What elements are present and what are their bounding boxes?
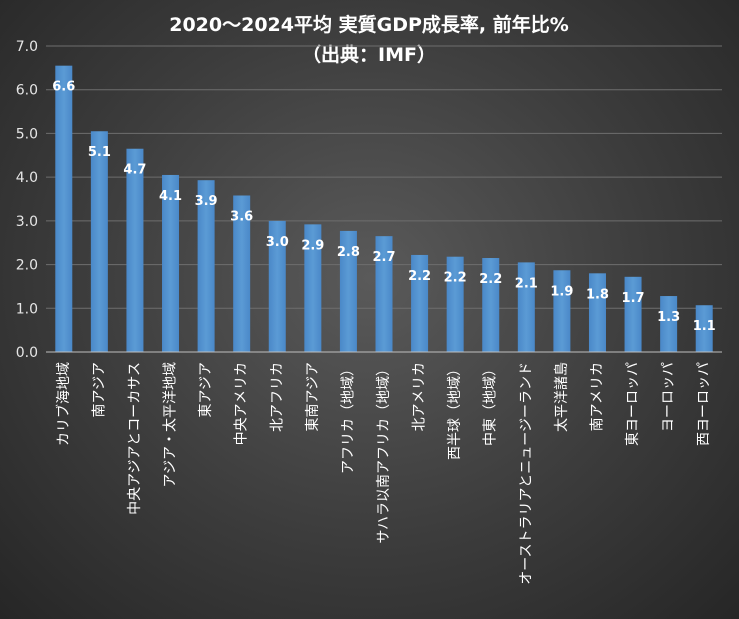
data-label: 3.9 <box>195 194 218 209</box>
x-tick-label: カリブ海地域 <box>55 362 72 446</box>
data-label: 2.9 <box>301 238 324 253</box>
bar <box>126 148 144 352</box>
bar <box>268 220 286 352</box>
x-tick-label: オーストラリアとニュージーランド <box>518 362 534 585</box>
y-tick-label: 6.0 <box>16 83 38 99</box>
x-tick-label: 東ヨーロッパ <box>625 362 641 446</box>
data-label: 6.6 <box>52 80 75 95</box>
bars <box>55 65 713 353</box>
bar <box>55 65 73 353</box>
y-tick-label: 2.0 <box>16 258 38 274</box>
x-tick-label: サハラ以南アフリカ（地域） <box>376 362 392 543</box>
bar <box>197 180 215 352</box>
data-label: 1.1 <box>693 319 716 334</box>
x-tick-label: 東南アジア <box>305 362 321 431</box>
data-label: 1.7 <box>622 291 645 306</box>
data-label: 4.1 <box>159 189 182 204</box>
y-tick-label: 4.0 <box>16 170 38 186</box>
data-label: 2.1 <box>515 276 538 291</box>
x-tick-label: 北アメリカ <box>412 362 428 431</box>
x-tick-label: 東アジア <box>198 362 214 417</box>
bar <box>624 276 642 352</box>
x-tick-label: 中央アジアとコーカサス <box>127 362 143 515</box>
data-label: 4.7 <box>123 163 146 178</box>
bar <box>446 256 464 352</box>
x-tick-label: 西ヨーロッパ <box>696 362 712 446</box>
bar <box>162 174 180 352</box>
chart-title: 2020～2024平均 実質GDP成長率, 前年比% <box>169 13 569 36</box>
bar <box>233 195 251 352</box>
y-tick-label: 1.0 <box>16 301 38 317</box>
bar <box>375 236 393 352</box>
bar <box>411 254 429 352</box>
x-tick-label: 太平洋諸島 <box>554 362 570 432</box>
y-tick-label: 7.0 <box>16 39 38 55</box>
y-tick-label: 3.0 <box>16 214 38 230</box>
x-tick-label: 西半球（地域） <box>447 362 463 460</box>
x-tick-label: 南アジア <box>91 362 107 417</box>
data-label: 2.2 <box>479 272 502 287</box>
bar <box>482 258 500 352</box>
data-label: 1.8 <box>586 287 609 302</box>
x-tick-label: 南アメリカ <box>589 362 605 431</box>
data-label: 1.3 <box>657 310 680 325</box>
data-label: 2.2 <box>444 271 467 286</box>
data-labels: 6.6 5.1 4.7 4.1 3.9 3.6 3.0 2.9 2.8 2.7 2.2 2.2 2.2 2… <box>52 80 715 335</box>
x-tick-label: アフリカ（地域） <box>340 362 356 474</box>
x-axis-ticks: カリブ海地域 南アジア 中央アジアとコーカサス アジア・太平洋地域 東アジア 中央アメリカ… <box>55 362 712 585</box>
bar <box>90 131 108 352</box>
bar <box>304 224 322 352</box>
data-label: 2.7 <box>372 250 395 265</box>
x-tick-label: ヨーロッパ <box>661 362 677 432</box>
bar <box>339 230 357 352</box>
chart-subtitle: （出典：IMF） <box>302 43 436 66</box>
bar <box>553 270 571 352</box>
x-tick-label: 中央アメリカ <box>234 362 250 445</box>
bar <box>695 305 713 352</box>
data-label: 2.8 <box>337 245 360 260</box>
data-label: 3.0 <box>266 235 289 250</box>
data-label: 3.6 <box>230 210 253 225</box>
x-tick-label: 中東（地域） <box>483 362 499 446</box>
data-label: 1.9 <box>550 284 573 299</box>
y-axis-ticks: 0.0 1.0 2.0 3.0 4.0 5.0 6.0 7.0 <box>16 39 38 361</box>
bar <box>588 273 606 352</box>
y-tick-label: 0.0 <box>16 345 38 361</box>
data-label: 2.2 <box>408 269 431 284</box>
x-tick-label: アジア・太平洋地域 <box>163 362 179 487</box>
bar <box>660 296 678 352</box>
data-label: 5.1 <box>88 145 111 160</box>
bar <box>517 262 535 352</box>
y-tick-label: 5.0 <box>16 126 38 142</box>
x-tick-label: 北アフリカ <box>269 362 285 432</box>
